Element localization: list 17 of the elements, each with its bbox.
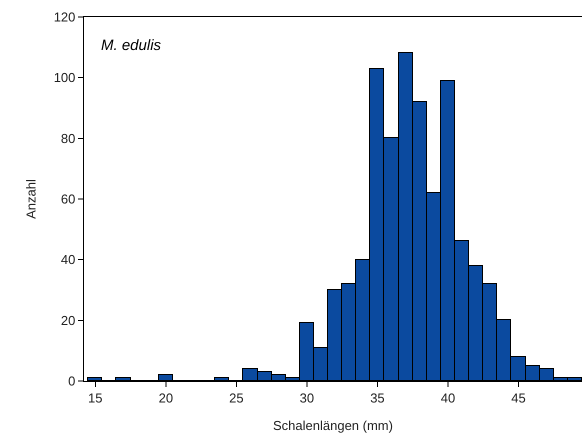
x-tick-label: 35 <box>370 390 385 406</box>
x-tick-label: 25 <box>229 390 244 406</box>
y-tick-label: 120 <box>54 10 76 25</box>
y-tick-label: 60 <box>60 192 76 207</box>
x-tick-label: 15 <box>88 390 103 406</box>
x-tick-label: 45 <box>511 390 526 406</box>
x-axis-title: Schalenlängen (mm) <box>273 418 393 433</box>
x-tick-label: 20 <box>158 390 174 406</box>
y-tick-label: 100 <box>54 70 76 86</box>
y-tick-label: 40 <box>60 252 76 268</box>
y-tick-label: 0 <box>68 374 76 389</box>
y-tick-label: 20 <box>60 312 76 328</box>
y-tick-label: 80 <box>60 130 76 146</box>
y-axis-title: Anzahl <box>24 179 39 219</box>
x-tick-label: 30 <box>300 390 314 406</box>
x-tick-label: 40 <box>440 390 456 406</box>
annotation: M. edulis <box>101 37 162 54</box>
